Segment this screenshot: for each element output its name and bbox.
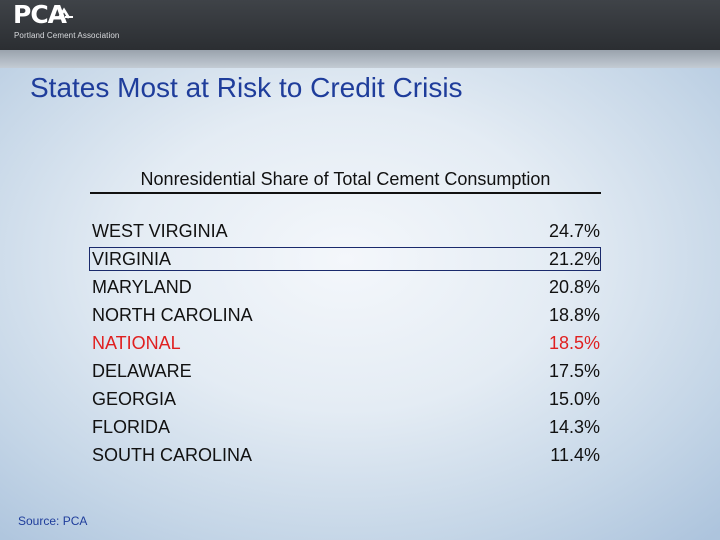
pca-logo: PCA [13,0,67,29]
share-value: 20.8% [548,277,600,297]
table-row: VIRGINIA 21.2% [92,246,600,274]
table-row: NORTH CAROLINA 18.8% [92,302,600,330]
state-name: MARYLAND [92,277,192,297]
table-heading: Nonresidential Share of Total Cement Con… [140,169,551,189]
state-name: SOUTH CAROLINA [92,445,253,465]
highlight-box [89,247,601,271]
table-row: FLORIDA 14.3% [92,414,600,442]
share-value: 24.7% [548,221,600,241]
share-value: 17.5% [548,361,600,381]
share-value: 21.2% [548,249,600,269]
share-value: 11.4% [550,445,600,465]
slide-title: States Most at Risk to Credit Crisis [30,72,463,103]
share-value: 15.0% [548,389,600,409]
share-value: 18.8% [548,305,600,325]
logo-subtitle: Portland Cement Association [14,31,120,40]
heading-underline [90,192,601,194]
table-row: WEST VIRGINIA 24.7% [92,218,600,246]
state-name: FLORIDA [92,417,171,437]
state-name: DELAWARE [92,361,192,381]
table-row: NATIONAL 18.5% [92,330,600,358]
state-name: VIRGINIA [92,249,172,269]
state-name: WEST VIRGINIA [92,221,228,241]
share-value: 18.5% [548,333,600,353]
table-row: GEORGIA 15.0% [92,386,600,414]
table-row: SOUTH CAROLINA 11.4% [92,442,600,470]
share-value: 14.3% [548,417,600,437]
state-name: NATIONAL [92,333,181,353]
table-row: MARYLAND 20.8% [92,274,600,302]
source-note: Source: PCA [18,514,88,528]
header-band [0,50,720,68]
table-row: DELAWARE 17.5% [92,358,600,386]
header-bar: PCA Portland Cement Association [0,0,720,50]
state-name: NORTH CAROLINA [92,305,253,325]
logo-swoosh-icon [58,7,73,19]
state-name: GEORGIA [92,389,177,409]
